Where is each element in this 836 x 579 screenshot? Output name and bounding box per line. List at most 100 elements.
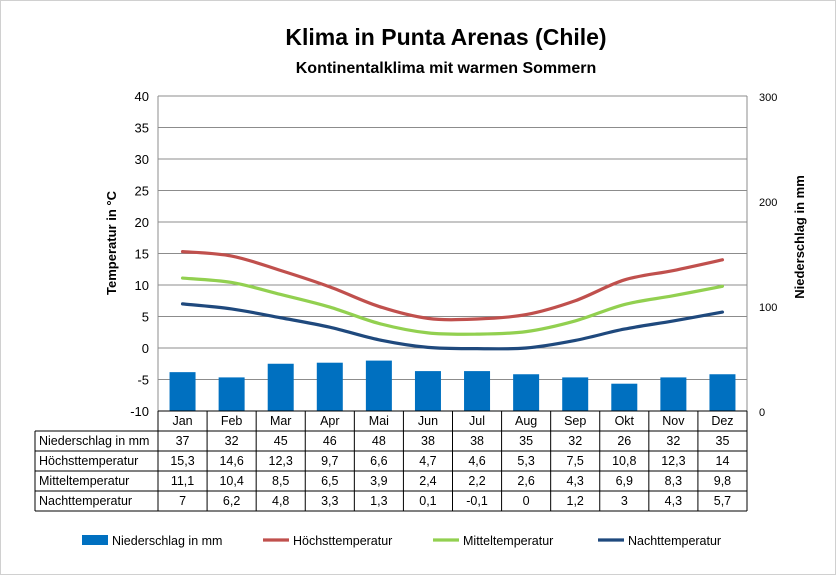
y-axis-label: Temperatur in °C — [104, 190, 119, 295]
x-tick-label: Dez — [711, 414, 733, 428]
precipitation-bar — [414, 371, 441, 411]
data-label: 7 — [179, 494, 186, 508]
y2-tick-label: 0 — [759, 407, 765, 419]
x-tick-label: Jul — [469, 414, 485, 428]
data-label: 32 — [225, 434, 239, 448]
data-label: 12,3 — [661, 454, 685, 468]
data-label: 8,5 — [272, 474, 289, 488]
x-tick-label: Mai — [369, 414, 389, 428]
precipitation-bar — [464, 371, 491, 411]
table-row-label: Nachttemperatur — [39, 494, 132, 508]
y-tick-label: 10 — [135, 278, 149, 293]
data-label: 32 — [568, 434, 582, 448]
data-label: 0 — [523, 494, 530, 508]
y-tick-label: 35 — [135, 121, 149, 136]
precipitation-bar — [218, 377, 245, 411]
chart-title: Klima in Punta Arenas (Chile) — [285, 24, 606, 50]
data-label: 2,4 — [419, 474, 436, 488]
data-label: 37 — [176, 434, 190, 448]
data-label: 6,9 — [616, 474, 633, 488]
precipitation-bar — [709, 374, 736, 411]
x-tick-label: Sep — [564, 414, 586, 428]
legend-swatch-bar — [82, 535, 108, 545]
legend-label: Mitteltemperatur — [463, 534, 553, 548]
data-label: 5,7 — [714, 494, 731, 508]
data-label: 4,7 — [419, 454, 436, 468]
precipitation-bar — [611, 383, 638, 411]
y2-tick-label: 300 — [759, 92, 777, 104]
data-label: 0,1 — [419, 494, 436, 508]
precipitation-bar — [316, 362, 343, 411]
precipitation-bar — [513, 374, 540, 411]
data-label: 10,8 — [612, 454, 636, 468]
y-tick-label: -10 — [130, 404, 149, 419]
data-label: 32 — [666, 434, 680, 448]
y-tick-label: -5 — [137, 373, 149, 388]
data-label: 4,3 — [567, 474, 584, 488]
x-tick-label: Nov — [662, 414, 685, 428]
y-tick-label: 40 — [135, 89, 149, 104]
data-label: 3,3 — [321, 494, 338, 508]
data-label: 2,2 — [468, 474, 485, 488]
data-label: 3,9 — [370, 474, 387, 488]
x-tick-label: Okt — [615, 414, 635, 428]
table-row-label: Mitteltemperatur — [39, 474, 129, 488]
mean-temp-line — [180, 276, 725, 336]
data-label: 6,2 — [223, 494, 240, 508]
precipitation-bar — [267, 363, 294, 411]
data-label: 1,3 — [370, 494, 387, 508]
x-tick-label: Apr — [320, 414, 339, 428]
y-tick-label: 15 — [135, 247, 149, 262]
data-label: 48 — [372, 434, 386, 448]
data-label: 11,1 — [171, 474, 194, 488]
data-label: 4,3 — [665, 494, 682, 508]
data-label: 4,6 — [468, 454, 485, 468]
data-label: 14 — [716, 454, 730, 468]
data-label: 38 — [421, 434, 435, 448]
x-tick-label: Jun — [418, 414, 438, 428]
legend-label: Nachttemperatur — [628, 534, 721, 548]
high-temp-line — [180, 250, 725, 322]
precipitation-bar — [169, 372, 196, 411]
x-tick-label: Jan — [172, 414, 192, 428]
data-label: 1,2 — [567, 494, 584, 508]
data-label: 9,7 — [321, 454, 338, 468]
x-tick-label: Feb — [221, 414, 243, 428]
legend-label: Niederschlag in mm — [112, 534, 222, 548]
data-label: 10,4 — [219, 474, 243, 488]
y-tick-label: 30 — [135, 152, 149, 167]
data-label: 4,8 — [272, 494, 289, 508]
data-label: 9,8 — [714, 474, 731, 488]
y-tick-label: 0 — [142, 341, 149, 356]
table-row-label: Höchsttemperatur — [39, 454, 138, 468]
data-label: 12,3 — [269, 454, 293, 468]
night-temp-line — [180, 302, 725, 351]
data-label: 45 — [274, 434, 288, 448]
data-label: 15,3 — [170, 454, 194, 468]
data-label: 8,3 — [665, 474, 682, 488]
chart-subtitle: Kontinentalklima mit warmen Sommern — [296, 60, 597, 77]
precipitation-bar — [365, 360, 392, 411]
y2-tick-label: 200 — [759, 197, 777, 209]
table-row-label: Niederschlag in mm — [39, 434, 149, 448]
data-label: 35 — [716, 434, 730, 448]
data-label: 46 — [323, 434, 337, 448]
data-label: 6,5 — [321, 474, 338, 488]
data-label: 6,6 — [370, 454, 387, 468]
data-label: 7,5 — [567, 454, 584, 468]
data-label: -0,1 — [466, 494, 488, 508]
y-tick-label: 25 — [135, 184, 149, 199]
x-tick-label: Mar — [270, 414, 292, 428]
data-label: 5,3 — [517, 454, 534, 468]
x-tick-label: Aug — [515, 414, 537, 428]
y-tick-label: 20 — [135, 215, 149, 230]
precipitation-bar — [562, 377, 589, 411]
data-label: 14,6 — [219, 454, 243, 468]
data-label: 3 — [621, 494, 628, 508]
y2-tick-label: 100 — [759, 302, 777, 314]
data-label: 26 — [617, 434, 631, 448]
precipitation-bar — [660, 377, 687, 411]
legend-label: Höchsttemperatur — [293, 534, 392, 548]
